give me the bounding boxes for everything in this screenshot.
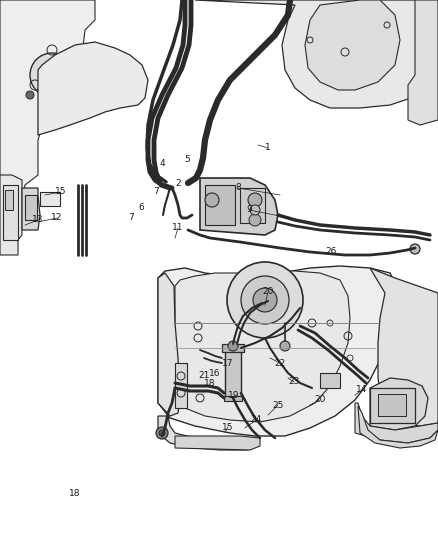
- Text: 7: 7: [153, 188, 159, 197]
- Polygon shape: [358, 406, 438, 448]
- Bar: [240, 188, 265, 223]
- Polygon shape: [408, 0, 438, 125]
- Circle shape: [410, 244, 420, 254]
- Circle shape: [241, 276, 289, 324]
- Bar: [40, 192, 60, 206]
- Bar: [222, 344, 244, 352]
- Text: 20: 20: [262, 287, 274, 296]
- Text: 21: 21: [198, 370, 210, 379]
- Text: 5: 5: [184, 156, 190, 165]
- Text: 13: 13: [32, 215, 44, 224]
- Text: 18: 18: [69, 489, 81, 497]
- Text: 14: 14: [356, 385, 367, 394]
- Polygon shape: [0, 0, 95, 220]
- Polygon shape: [195, 0, 438, 108]
- Circle shape: [26, 91, 34, 99]
- Text: 6: 6: [138, 204, 144, 213]
- Polygon shape: [175, 271, 350, 422]
- Polygon shape: [0, 175, 22, 255]
- Text: 9: 9: [246, 206, 252, 214]
- Polygon shape: [158, 416, 250, 450]
- Text: 1: 1: [265, 143, 271, 152]
- Bar: [3, 185, 18, 240]
- Bar: [224, 396, 242, 401]
- Text: 20: 20: [314, 395, 326, 405]
- Text: 25: 25: [272, 400, 284, 409]
- Text: 7: 7: [128, 214, 134, 222]
- Polygon shape: [200, 178, 278, 235]
- Polygon shape: [370, 268, 438, 426]
- Circle shape: [205, 193, 219, 207]
- Text: 15: 15: [222, 423, 234, 432]
- Text: 17: 17: [222, 359, 234, 367]
- Circle shape: [159, 430, 165, 436]
- Bar: [378, 394, 406, 416]
- Circle shape: [280, 341, 290, 351]
- Polygon shape: [158, 273, 180, 416]
- Text: 4: 4: [159, 158, 165, 167]
- Bar: [320, 373, 340, 388]
- Bar: [5, 190, 13, 210]
- Polygon shape: [158, 266, 395, 436]
- Text: 16: 16: [209, 369, 221, 378]
- Polygon shape: [355, 403, 438, 443]
- Polygon shape: [38, 42, 148, 135]
- Circle shape: [227, 262, 303, 338]
- Text: 26: 26: [325, 247, 337, 256]
- Bar: [25, 195, 37, 220]
- Circle shape: [250, 205, 260, 215]
- Bar: [225, 348, 241, 398]
- Bar: [205, 185, 235, 225]
- Text: 8: 8: [235, 183, 241, 192]
- Polygon shape: [22, 188, 40, 230]
- Circle shape: [228, 341, 238, 351]
- Text: 2: 2: [175, 179, 181, 188]
- Polygon shape: [370, 378, 428, 430]
- Circle shape: [253, 288, 277, 312]
- Bar: [175, 363, 187, 408]
- Text: 11: 11: [172, 223, 184, 232]
- Polygon shape: [305, 0, 400, 90]
- Circle shape: [248, 193, 262, 207]
- Circle shape: [30, 53, 74, 97]
- Bar: [370, 388, 415, 423]
- Circle shape: [42, 65, 62, 85]
- Text: 19: 19: [228, 392, 240, 400]
- Text: 22: 22: [274, 359, 286, 367]
- Text: 24: 24: [251, 416, 261, 424]
- Polygon shape: [175, 436, 260, 450]
- Circle shape: [156, 427, 168, 439]
- Text: 18: 18: [204, 378, 216, 387]
- Circle shape: [249, 214, 261, 226]
- Text: 23: 23: [288, 377, 300, 386]
- Text: 12: 12: [51, 214, 63, 222]
- Text: 15: 15: [55, 188, 67, 197]
